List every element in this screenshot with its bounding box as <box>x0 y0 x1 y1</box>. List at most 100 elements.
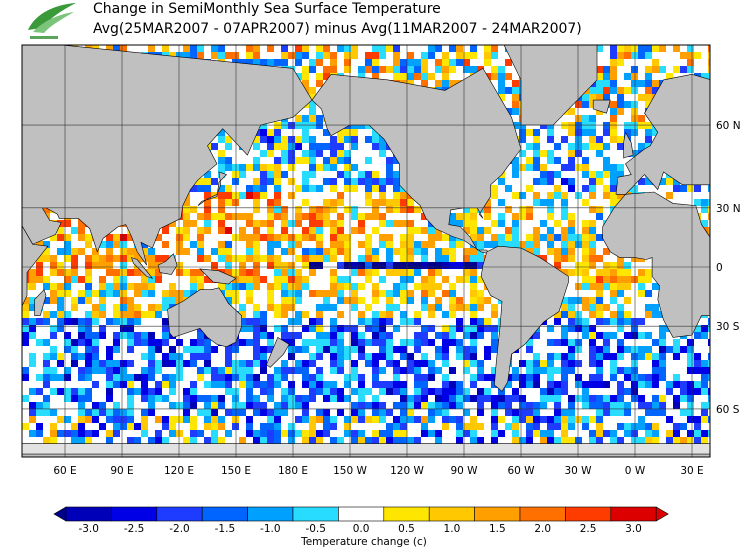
anomaly-cell <box>316 206 323 213</box>
anomaly-cell <box>386 360 393 367</box>
anomaly-cell <box>386 311 393 318</box>
anomaly-cell <box>547 213 554 220</box>
lat-label: 0 <box>716 262 723 274</box>
anomaly-cell <box>365 255 372 262</box>
anomaly-cell <box>155 416 162 423</box>
graticule <box>22 45 710 457</box>
anomaly-cell <box>85 297 92 304</box>
anomaly-cell <box>421 66 428 73</box>
anomaly-cell <box>232 423 239 430</box>
anomaly-cell <box>330 206 337 213</box>
anomaly-cell <box>400 192 407 199</box>
anomaly-cell <box>603 269 610 276</box>
anomaly-cell <box>204 353 211 360</box>
anomaly-cell <box>624 101 631 108</box>
anomaly-cell <box>442 409 449 416</box>
logo-leaf <box>28 3 76 30</box>
anomaly-cell <box>29 430 36 437</box>
anomaly-cell <box>407 220 414 227</box>
anomaly-cell <box>99 423 106 430</box>
anomaly-cell <box>638 94 645 101</box>
anomaly-cell <box>554 255 561 262</box>
anomaly-cell <box>519 360 526 367</box>
anomaly-cell <box>400 339 407 346</box>
anomaly-cell <box>302 45 309 52</box>
anomaly-cell <box>253 241 260 248</box>
anomaly-cell <box>78 423 85 430</box>
anomaly-cell <box>204 178 211 185</box>
anomaly-cell <box>463 332 470 339</box>
anomaly-cell <box>589 255 596 262</box>
anomaly-cell <box>400 423 407 430</box>
anomaly-cell <box>652 381 659 388</box>
anomaly-cell <box>428 52 435 59</box>
anomaly-cell <box>281 206 288 213</box>
anomaly-cell <box>316 262 323 269</box>
anomaly-cell <box>393 248 400 255</box>
anomaly-cell <box>57 360 64 367</box>
anomaly-cell <box>596 206 603 213</box>
anomaly-cell <box>232 402 239 409</box>
anomaly-cell <box>624 87 631 94</box>
anomaly-cell <box>141 374 148 381</box>
anomaly-cell <box>113 234 120 241</box>
anomaly-cell <box>330 423 337 430</box>
anomaly-cell <box>253 304 260 311</box>
anomaly-cell <box>568 360 575 367</box>
anomaly-cell <box>631 101 638 108</box>
anomaly-cell <box>120 290 127 297</box>
anomaly-cell <box>589 360 596 367</box>
anomaly-cell <box>295 59 302 66</box>
anomaly-cell <box>687 381 694 388</box>
anomaly-cell <box>428 241 435 248</box>
anomaly-cell <box>155 381 162 388</box>
anomaly-cell <box>589 395 596 402</box>
anomaly-cell <box>239 311 246 318</box>
title: Change in SemiMonthly Sea Surface Temper… <box>93 1 441 17</box>
anomaly-cell <box>596 87 603 94</box>
anomaly-cell <box>589 339 596 346</box>
anomaly-cell <box>568 150 575 157</box>
iceland <box>592 99 611 114</box>
anomaly-cell <box>701 374 708 381</box>
anomaly-cell <box>295 52 302 59</box>
anomaly-cell <box>36 318 43 325</box>
anomaly-cell <box>78 416 85 423</box>
anomaly-cell <box>281 304 288 311</box>
anomaly-cell <box>477 325 484 332</box>
anomaly-cell <box>484 241 491 248</box>
anomaly-cell <box>421 304 428 311</box>
anomaly-cell <box>421 262 428 269</box>
anomaly-cell <box>337 332 344 339</box>
anomaly-cell <box>246 367 253 374</box>
anomaly-cell <box>155 311 162 318</box>
anomaly-cell <box>526 241 533 248</box>
anomaly-cell <box>141 283 148 290</box>
anomaly-cell <box>358 255 365 262</box>
anomaly-cell <box>442 276 449 283</box>
anomaly-cell <box>526 346 533 353</box>
anomaly-cell <box>204 423 211 430</box>
anomaly-cell <box>351 164 358 171</box>
anomaly-cell <box>29 304 36 311</box>
anomaly-cell <box>617 59 624 66</box>
anomaly-cell <box>344 276 351 283</box>
colorbar-segment <box>111 506 158 522</box>
anomaly-cell <box>274 311 281 318</box>
anomaly-cell <box>330 381 337 388</box>
anomaly-cell <box>169 430 176 437</box>
anomaly-cell <box>638 283 645 290</box>
anomaly-cell <box>344 129 351 136</box>
anomaly-cell <box>456 395 463 402</box>
anomaly-cell <box>183 234 190 241</box>
anomaly-cell <box>708 52 710 59</box>
anomaly-cell <box>680 346 687 353</box>
anomaly-cell <box>113 283 120 290</box>
anomaly-cell <box>470 234 477 241</box>
anomaly-cell <box>645 346 652 353</box>
anomaly-cell <box>526 374 533 381</box>
anomaly-cell <box>260 164 267 171</box>
anomaly-cell <box>323 416 330 423</box>
anomaly-cell <box>463 388 470 395</box>
